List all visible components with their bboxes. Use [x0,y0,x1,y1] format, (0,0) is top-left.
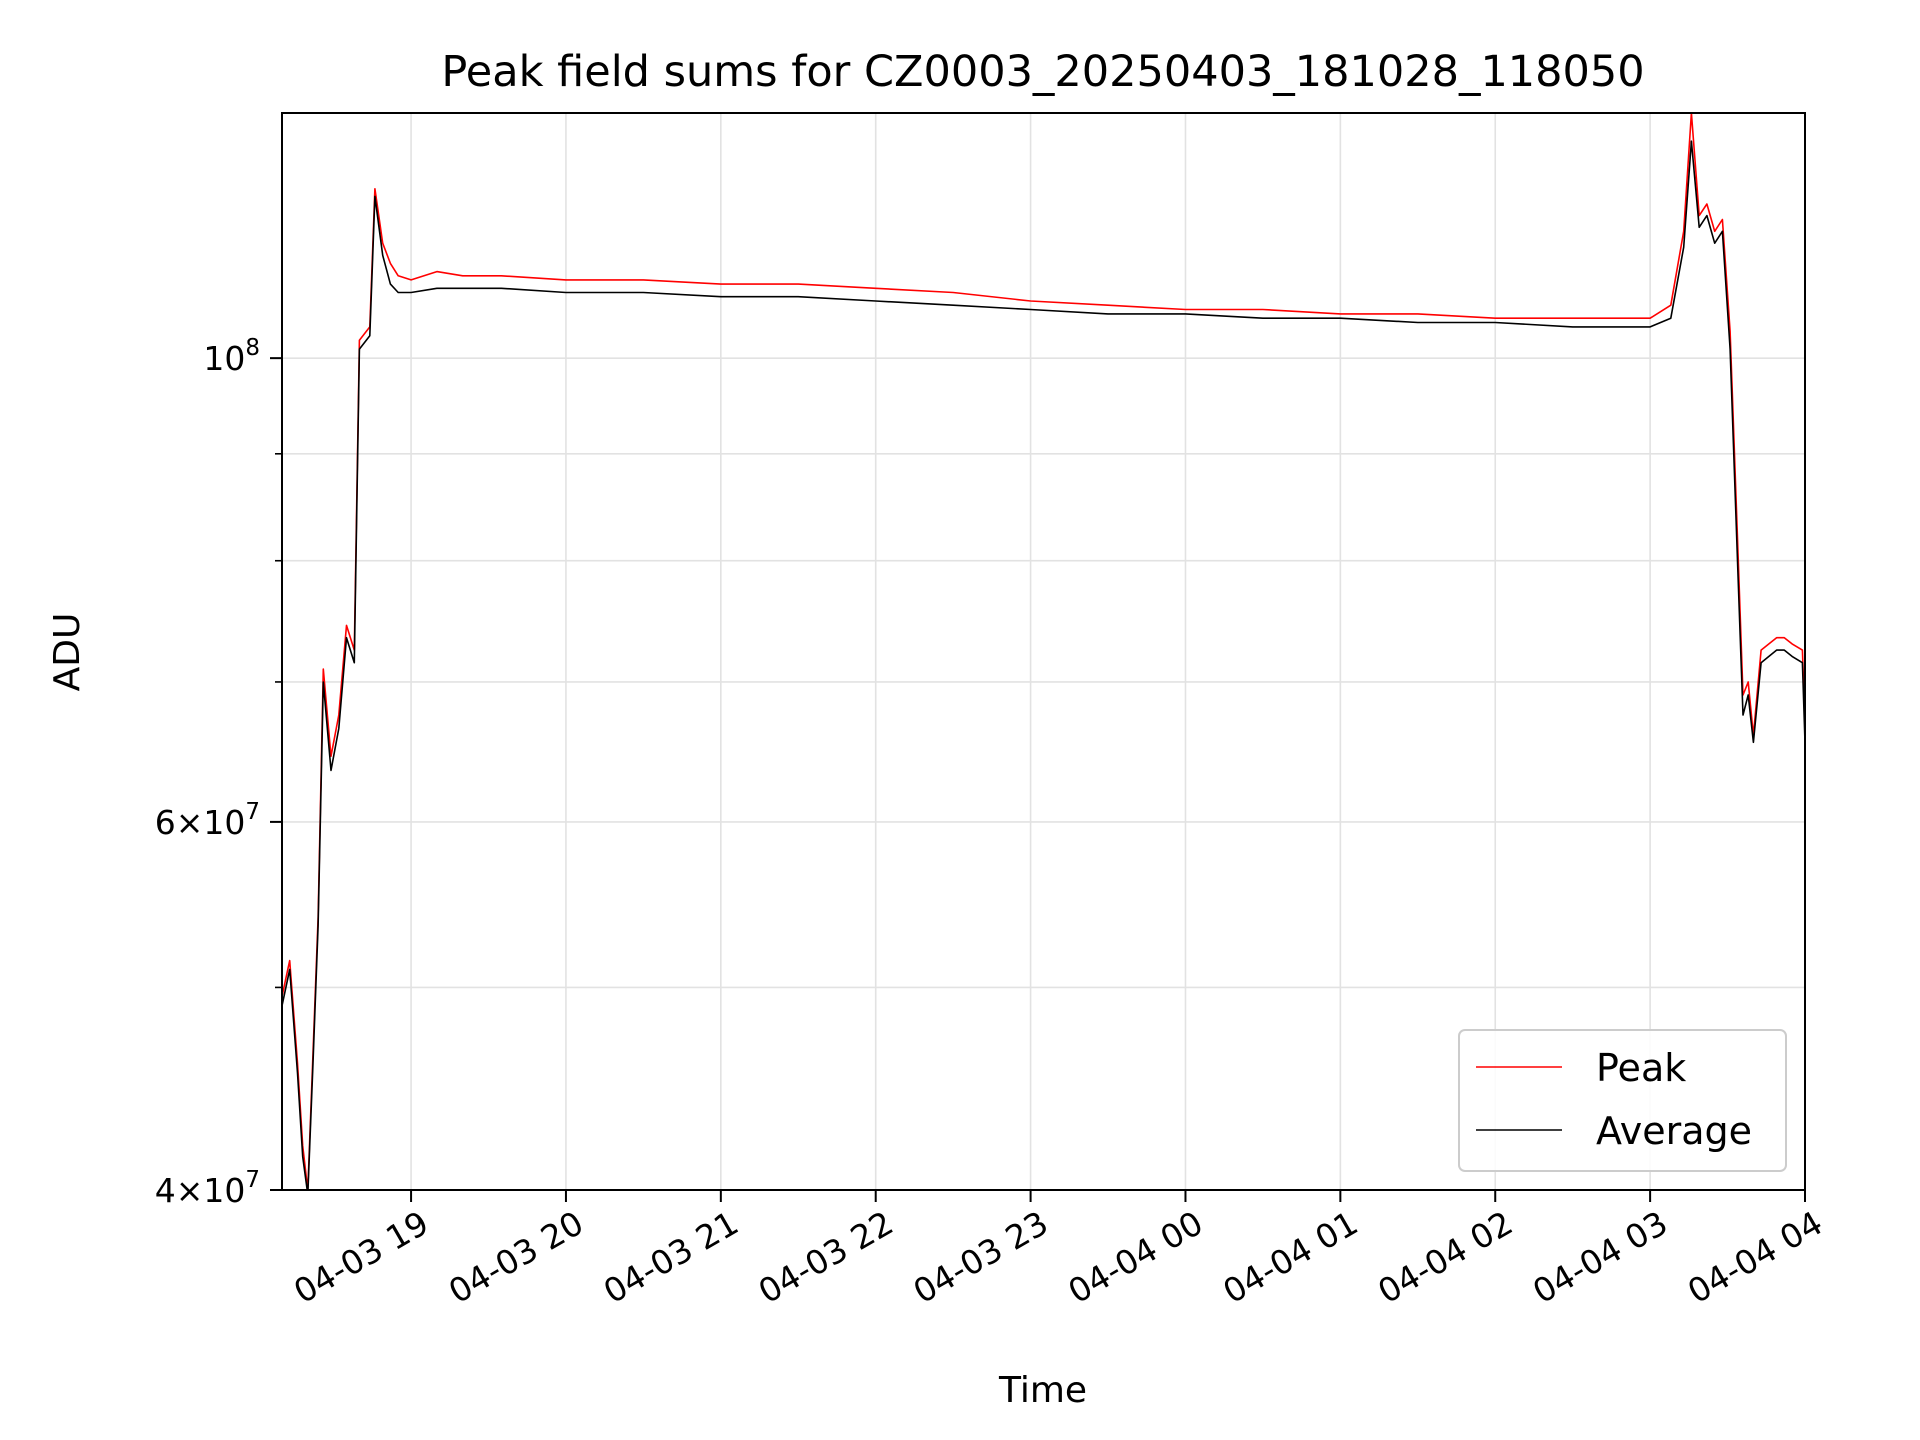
y-tick-label: 6×107 [155,799,260,842]
legend: Peak Average [1458,1029,1787,1172]
legend-average-label: Average [1596,1109,1752,1153]
chart-title: Peak field sums for CZ0003_20250403_1810… [441,47,1644,97]
plot-frame [281,112,1806,1191]
series-layer [282,113,1805,1190]
series-line-average [282,140,1805,1190]
y-tick-label: 4×107 [155,1167,260,1210]
legend-peak-label: Peak [1596,1046,1686,1090]
y-tick-label: 108 [203,335,260,378]
y-axis: 4×107 6×107 108 [155,335,282,1210]
x-axis-label: Time [998,1370,1087,1411]
legend-box [1458,1029,1787,1172]
y-axis-label: ADU [47,613,88,692]
